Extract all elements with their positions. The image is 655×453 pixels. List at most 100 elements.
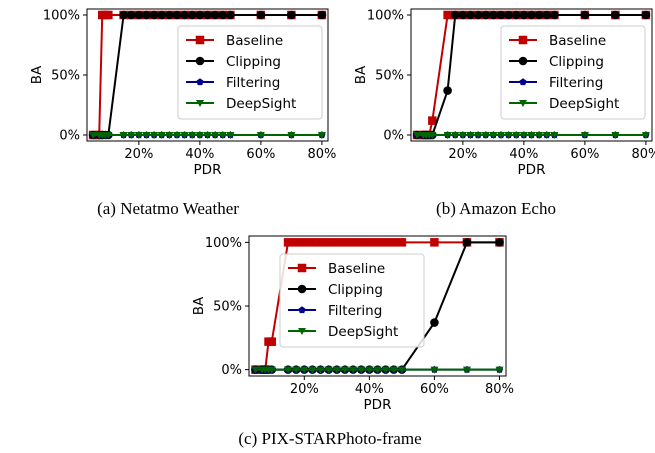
data-point-clipping (317, 10, 327, 20)
data-point-clipping (126, 10, 136, 20)
y-tick-label: 50% (375, 69, 404, 84)
legend-marker (297, 263, 307, 273)
legend-item-baseline: Baseline (509, 33, 606, 49)
data-point-deepsight (317, 132, 326, 139)
data-point-deepsight (481, 132, 490, 139)
data-point-clipping (511, 10, 521, 20)
legend-marker (519, 78, 527, 86)
data-point-deepsight (104, 132, 113, 139)
data-point-clipping (157, 10, 167, 20)
data-point-baseline (308, 238, 317, 247)
data-point-deepsight (203, 132, 212, 139)
legend-box (279, 253, 425, 348)
data-point-clipping (580, 10, 590, 20)
legend-marker (519, 100, 527, 107)
x-tick-label: 60% (570, 147, 599, 162)
chart-panel-2: 20% 40% 60% 80% 0% 50% 100% PDR BA Baseline Clippi… (353, 8, 655, 218)
data-point-clipping (550, 10, 559, 20)
data-point-deepsight (292, 366, 301, 374)
data-point-deepsight (134, 132, 143, 139)
data-point-deepsight (226, 132, 235, 139)
legend-marker (298, 306, 306, 314)
data-point-clipping (466, 10, 475, 20)
data-point-baseline (340, 238, 350, 247)
data-point-baseline (365, 238, 374, 247)
data-point-baseline (332, 238, 342, 247)
x-tick-label: 60% (420, 382, 449, 397)
data-point-baseline (397, 238, 407, 247)
x-axis-label: PDR (364, 397, 392, 413)
data-point-clipping (473, 10, 483, 20)
data-point-deepsight (519, 132, 528, 139)
data-point-deepsight (365, 366, 374, 374)
x-tick-label: 20% (124, 147, 153, 162)
data-point-clipping (534, 10, 544, 20)
data-point-clipping (462, 238, 472, 247)
data-point-deepsight (324, 366, 333, 374)
data-point-deepsight (451, 132, 460, 139)
data-point-baseline (283, 238, 293, 247)
data-point-deepsight (389, 366, 398, 374)
data-point-clipping (210, 10, 220, 20)
y-tick-label: 0% (383, 129, 404, 144)
legend-item-filtering: Filtering (288, 303, 382, 319)
data-point-clipping (527, 10, 536, 20)
y-tick-label: 50% (51, 69, 80, 84)
legend-marker (195, 56, 205, 66)
data-point-clipping (489, 10, 498, 20)
x-tick-label: 40% (509, 147, 538, 162)
legend-label: Baseline (549, 33, 606, 49)
legend-label: Baseline (226, 33, 283, 49)
data-point-deepsight (466, 132, 475, 139)
legend-marker (195, 35, 205, 45)
legend-item-baseline: Baseline (288, 261, 385, 277)
data-point-clipping (203, 10, 212, 20)
data-point-deepsight (157, 132, 166, 139)
legend-marker (298, 328, 306, 335)
data-point-deepsight (316, 366, 325, 374)
legend-label: Clipping (549, 54, 604, 70)
data-point-clipping (195, 10, 205, 20)
data-point-deepsight (256, 132, 265, 139)
chart-panel-1: 20% 40% 60% 80% 0% 50% 100% PDR BA Baseline Clippi… (29, 8, 336, 218)
chart-caption: (a) Netatmo Weather (97, 199, 239, 218)
data-point-deepsight (142, 132, 151, 139)
y-tick-label: 50% (213, 300, 242, 315)
data-point-deepsight (535, 132, 544, 139)
chart-panel-3: 20% 40% 60% 80% 0% 50% 100% PDR BA Baseline Clippi… (191, 235, 514, 448)
x-tick-label: 20% (290, 382, 319, 397)
data-point-deepsight (527, 132, 536, 139)
data-point-clipping (142, 10, 151, 20)
data-point-baseline (373, 238, 382, 247)
data-point-clipping (287, 10, 296, 20)
legend-label: DeepSight (549, 96, 619, 112)
data-point-baseline (324, 238, 333, 247)
data-point-baseline (291, 238, 301, 247)
y-tick-label: 100% (43, 9, 80, 24)
data-point-deepsight (218, 132, 227, 139)
legend-item-filtering: Filtering (509, 75, 603, 91)
data-point-clipping (481, 10, 491, 20)
y-tick-label: 100% (205, 236, 242, 251)
data-point-deepsight (165, 132, 174, 139)
data-point-clipping (504, 10, 513, 20)
data-point-deepsight (349, 366, 358, 374)
data-point-clipping (458, 10, 468, 20)
legend-marker (518, 35, 528, 45)
legend-marker (518, 56, 528, 66)
data-point-baseline (428, 116, 437, 125)
data-point-deepsight (550, 132, 559, 139)
data-point-deepsight (611, 132, 620, 139)
y-tick-label: 100% (367, 9, 404, 24)
data-point-deepsight (340, 366, 349, 374)
data-point-clipping (180, 10, 189, 20)
data-point-deepsight (284, 366, 293, 374)
data-point-deepsight (172, 132, 181, 139)
data-point-deepsight (332, 366, 341, 374)
x-tick-label: 80% (307, 147, 336, 162)
data-point-clipping (641, 10, 651, 20)
data-point-clipping (443, 86, 452, 95)
data-point-deepsight (428, 132, 437, 139)
data-point-deepsight (119, 132, 128, 139)
data-point-clipping (430, 318, 439, 327)
